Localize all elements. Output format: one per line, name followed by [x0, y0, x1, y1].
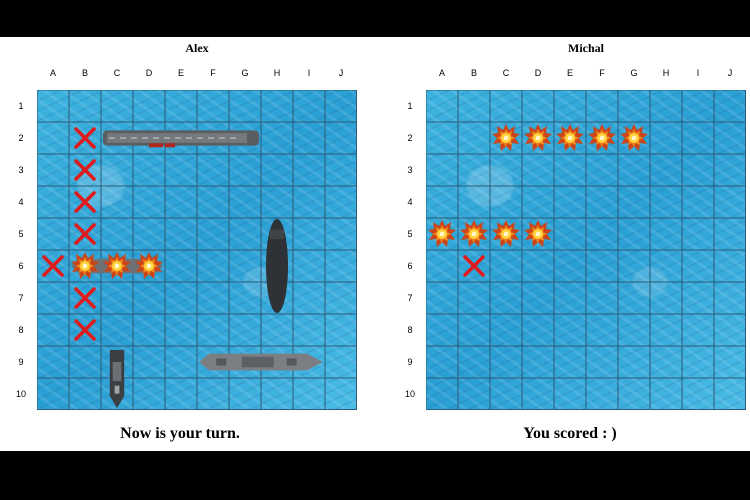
miss-marker-x-icon [37, 250, 69, 282]
miss-marker-x-icon [69, 186, 101, 218]
column-label-i-right: I [696, 68, 700, 78]
turn-status: Now is your turn. [120, 425, 240, 442]
miss-marker-x-icon [69, 122, 101, 154]
column-label-h-left: H [273, 68, 281, 78]
hit-explosion-icon [618, 122, 650, 154]
row-label-5-right: 5 [407, 229, 413, 239]
ship-patrol-boat [105, 346, 129, 415]
row-label-8-right: 8 [407, 325, 413, 335]
column-label-a-right: A [438, 68, 445, 78]
column-label-i-left: I [307, 68, 311, 78]
hit-explosion-icon [133, 250, 165, 282]
column-label-d-right: D [534, 68, 542, 78]
hit-explosion-icon [490, 218, 522, 250]
row-label-8-left: 8 [18, 325, 24, 335]
column-label-h-right: H [662, 68, 670, 78]
hit-explosion-icon [586, 122, 618, 154]
row-label-3-right: 3 [407, 165, 413, 175]
row-label-6-right: 6 [407, 261, 413, 271]
hit-explosion-icon [458, 218, 490, 250]
column-label-c-left: C [113, 68, 121, 78]
row-label-1-right: 1 [407, 101, 413, 111]
row-label-9-left: 9 [18, 357, 24, 367]
hit-explosion-icon [490, 122, 522, 154]
target-board[interactable] [426, 90, 746, 410]
column-label-e-right: E [566, 68, 573, 78]
column-label-a-left: A [49, 68, 56, 78]
row-label-2-right: 2 [407, 133, 413, 143]
column-label-f-left: F [210, 68, 216, 78]
player-name-right: Michal [568, 41, 604, 55]
ship-battleship [197, 350, 325, 379]
column-label-j-left: J [338, 68, 344, 78]
own-board [37, 90, 357, 410]
hit-explosion-icon [69, 250, 101, 282]
row-label-2-left: 2 [18, 133, 24, 143]
row-label-4-left: 4 [18, 197, 24, 207]
column-label-j-right: J [727, 68, 733, 78]
row-label-7-right: 7 [407, 293, 413, 303]
hit-explosion-icon [522, 218, 554, 250]
column-label-b-right: B [470, 68, 477, 78]
hit-explosion-icon [522, 122, 554, 154]
column-label-g-left: G [241, 68, 249, 78]
column-label-d-left: D [145, 68, 153, 78]
column-label-c-right: C [502, 68, 510, 78]
row-label-9-right: 9 [407, 357, 413, 367]
row-label-5-left: 5 [18, 229, 24, 239]
ship-submarine [265, 218, 289, 319]
miss-marker-x-icon [458, 250, 490, 282]
score-status: You scored : ) [523, 425, 617, 442]
row-label-3-left: 3 [18, 165, 24, 175]
row-label-6-left: 6 [18, 261, 24, 271]
game-area: Alex Michal A B C D E F G H I J 1 2 3 4 5 6 7 8 9 10 A B C D E F… [0, 37, 750, 451]
column-label-e-left: E [177, 68, 184, 78]
row-label-7-left: 7 [18, 293, 24, 303]
row-label-4-right: 4 [407, 197, 413, 207]
miss-marker-x-icon [69, 218, 101, 250]
row-label-10-left: 10 [15, 389, 26, 399]
hit-explosion-icon [554, 122, 586, 154]
grid-lines [426, 90, 746, 410]
hit-explosion-icon [101, 250, 133, 282]
column-label-g-right: G [630, 68, 638, 78]
column-label-b-left: B [81, 68, 88, 78]
ship-carrier [101, 126, 261, 155]
player-name-left: Alex [185, 41, 209, 55]
row-label-10-right: 10 [404, 389, 415, 399]
miss-marker-x-icon [69, 154, 101, 186]
column-label-f-right: F [599, 68, 605, 78]
miss-marker-x-icon [69, 282, 101, 314]
row-label-1-left: 1 [18, 101, 24, 111]
miss-marker-x-icon [69, 314, 101, 346]
hit-explosion-icon [426, 218, 458, 250]
